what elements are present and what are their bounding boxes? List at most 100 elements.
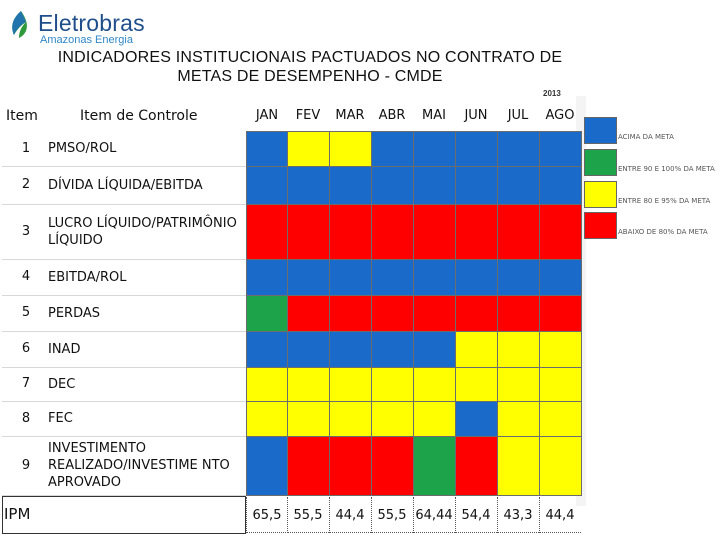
ipm-cell (371, 497, 413, 533)
status-cell-mai (413, 367, 456, 402)
row-divider (2, 401, 246, 402)
status-cell-ago (539, 436, 582, 496)
month-header-abr: ABR (378, 108, 406, 123)
status-cell-ago (539, 204, 582, 260)
month-header-mai: MAI (422, 108, 446, 123)
row-divider (2, 495, 246, 496)
row-number: 4 (21, 269, 31, 284)
status-cell-ago (539, 367, 582, 402)
status-cell-abr (371, 131, 414, 167)
row-number: 7 (21, 376, 31, 391)
row-label: PMSO/ROL (48, 141, 117, 156)
status-cell-mar (329, 204, 372, 260)
row-label: INVESTIMENTO REALIZADO/INVESTIME NTO APR… (48, 441, 230, 490)
row-number: 6 (21, 341, 31, 356)
status-cell-ago (539, 331, 582, 368)
title-line-2: METAS DE DESEMPENHO - CMDE (177, 68, 443, 85)
row-divider (2, 204, 246, 205)
page-title: INDICADORES INSTITUCIONAIS PACTUADOS NO … (0, 48, 620, 86)
status-cell-mar (329, 436, 372, 496)
legend-swatch-blue (584, 117, 617, 144)
status-cell-jun (455, 295, 498, 332)
status-cell-mai (413, 166, 456, 205)
status-cell-ago (539, 131, 582, 167)
ipm-cell (287, 497, 329, 533)
status-cell-fev (287, 436, 330, 496)
ipm-value-jan: 65,5 (252, 508, 282, 523)
status-cell-abr (371, 204, 414, 260)
ipm-value-mai: 64,44 (415, 508, 453, 523)
header-item: Item (6, 108, 38, 124)
row-number: 8 (21, 410, 31, 426)
ipm-value-ago: 44,4 (545, 508, 575, 523)
legend-label-yellow: ENTRE 80 E 95% DA META (618, 197, 711, 205)
status-cell-jul (497, 259, 540, 296)
row-divider (2, 436, 246, 437)
status-cell-jun (455, 166, 498, 205)
row-label: DEC (48, 376, 76, 392)
status-cell-jan (246, 259, 289, 296)
row-number: 1 (21, 140, 31, 156)
status-cell-jul (497, 131, 540, 167)
month-header-jan: JAN (255, 108, 279, 123)
legend-label-blue: ACIMA DA META (618, 133, 674, 141)
ipm-value-fev: 55,5 (293, 508, 323, 523)
ipm-cell (539, 497, 581, 533)
year-label: 2013 (543, 89, 561, 98)
month-header-jul: JUL (507, 108, 529, 123)
status-cell-jun (455, 367, 498, 402)
status-cell-jul (497, 295, 540, 332)
status-cell-fev (287, 401, 330, 437)
status-cell-jan (246, 331, 289, 368)
status-cell-mar (329, 131, 372, 167)
ipm-value-jun: 54,4 (461, 508, 491, 523)
status-cell-ago (539, 295, 582, 332)
row-divider (2, 166, 246, 167)
legend-swatch-yellow (584, 181, 617, 208)
ipm-value-jul: 43,3 (503, 508, 533, 523)
status-cell-abr (371, 401, 414, 437)
status-cell-fev (287, 204, 330, 260)
status-cell-fev (287, 131, 330, 167)
status-cell-fev (287, 259, 330, 296)
status-cell-fev (287, 367, 330, 402)
status-cell-mai (413, 131, 456, 167)
ipm-cell (329, 497, 371, 533)
status-cell-mai (413, 204, 456, 260)
status-cell-jul (497, 367, 540, 402)
month-header-mar: MAR (335, 108, 365, 123)
row-divider (2, 295, 246, 296)
status-cell-jan (246, 131, 289, 167)
row-divider (2, 367, 246, 368)
status-cell-mar (329, 401, 372, 437)
eletrobras-mark-icon (12, 11, 27, 38)
status-cell-jul (497, 331, 540, 368)
status-cell-mar (329, 331, 372, 368)
status-cell-jan (246, 401, 289, 437)
ipm-value-mar: 44,4 (335, 508, 365, 523)
status-cell-jun (455, 131, 498, 167)
month-header-ago: AGO (545, 108, 575, 123)
status-cell-jun (455, 331, 498, 368)
status-cell-fev (287, 166, 330, 205)
status-cell-ago (539, 259, 582, 296)
ipm-cell (497, 497, 539, 533)
status-cell-fev (287, 295, 330, 332)
row-number: 5 (21, 305, 31, 320)
row-label: INAD (48, 341, 81, 357)
month-header-fev: FEV (295, 108, 321, 123)
status-cell-jun (455, 204, 498, 260)
legend-label-green: ENTRE 90 E 100% DA META (618, 165, 715, 173)
status-cell-fev (287, 331, 330, 368)
status-cell-mai (413, 331, 456, 368)
status-cell-jan (246, 436, 289, 496)
status-cell-jul (497, 401, 540, 437)
row-divider (2, 331, 246, 332)
status-cell-ago (539, 401, 582, 437)
status-cell-mar (329, 295, 372, 332)
status-cell-mai (413, 401, 456, 437)
status-cell-abr (371, 436, 414, 496)
ipm-label: IPM (4, 505, 31, 523)
row-label: LUCRO LÍQUIDO/PATRIMÔNIO LÍQUIDO (48, 215, 237, 248)
title-line-1: INDICADORES INSTITUCIONAIS PACTUADOS NO … (57, 49, 563, 66)
